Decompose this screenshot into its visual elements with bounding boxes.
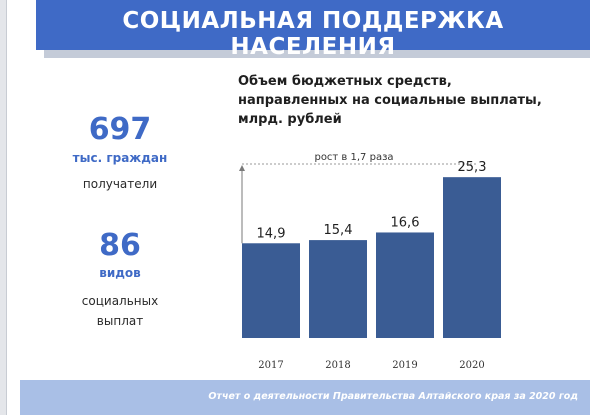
bar-chart: рост в 1,7 раза 14,9 2017 15,4 2018 16,6 2019…	[239, 152, 501, 371]
category-label-2019: 2019	[392, 360, 417, 371]
category-label-2018: 2018	[325, 360, 350, 371]
growth-arrow-head	[239, 165, 245, 171]
chart-title-line1: Объем бюджетных средств,	[238, 74, 452, 89]
category-label-2020: 2020	[459, 360, 484, 371]
recipients-label: получатели	[82, 177, 158, 191]
category-label-2017: 2017	[258, 360, 283, 371]
recipients-unit: тыс. граждан	[72, 151, 168, 165]
payment-types-label-line1: социальных	[81, 294, 159, 308]
payment-types-label-line2: выплат	[96, 314, 144, 328]
bar-2020	[443, 177, 501, 338]
payment-types-unit: видов	[99, 266, 141, 280]
value-label-2017: 14,9	[257, 226, 286, 241]
value-label-2019: 16,6	[391, 215, 420, 230]
bar-2018	[309, 240, 367, 338]
footer-caption: Отчет о деятельности Правительства Алтай…	[208, 391, 578, 402]
value-label-2020: 25,3	[458, 160, 487, 175]
value-label-2018: 15,4	[324, 223, 353, 238]
header-banner: СОЦИАЛЬНАЯ ПОДДЕРЖКА НАСЕЛЕНИЯ	[36, 0, 590, 60]
bar-2017	[242, 243, 300, 338]
growth-annotation: рост в 1,7 раза	[314, 152, 393, 163]
footer-banner: Отчет о деятельности Правительства Алтай…	[20, 380, 590, 415]
chart-title: Объем бюджетных средств, направленных на…	[238, 72, 578, 129]
page-title: СОЦИАЛЬНАЯ ПОДДЕРЖКА НАСЕЛЕНИЯ	[122, 8, 504, 60]
recipients-count: 697	[88, 112, 152, 147]
bar-2019	[376, 232, 434, 338]
chart-title-line3: млрд. рублей	[238, 112, 342, 127]
chart-title-line2: направленных на социальные выплаты,	[238, 93, 542, 108]
payment-types-count: 86	[99, 228, 141, 263]
left-edge-strip	[0, 0, 6, 415]
left-edge-divider	[6, 0, 7, 415]
